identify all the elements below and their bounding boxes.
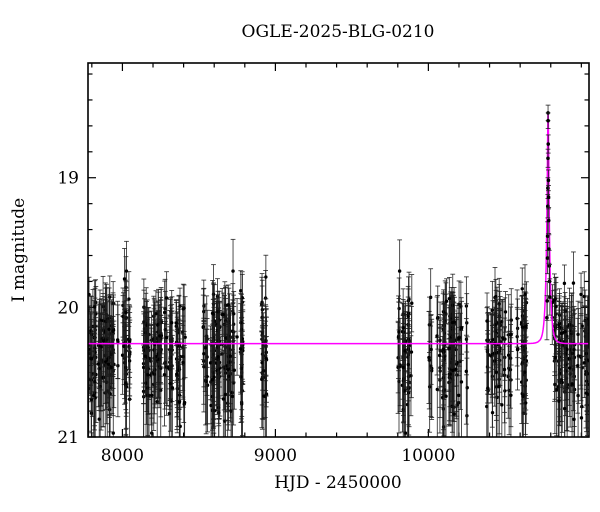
- x-axis-label: HJD - 2450000: [274, 473, 402, 493]
- y-axis-label: I magnitude: [9, 198, 29, 302]
- axis-ticks: [88, 63, 589, 438]
- data-points: [88, 238, 589, 437]
- x-tick-label: 10000: [401, 446, 455, 466]
- y-tick-label: 21: [57, 428, 79, 448]
- x-tick-label: 8000: [101, 446, 144, 466]
- model-curve: [88, 111, 589, 345]
- x-tick-label: 9000: [254, 446, 297, 466]
- y-tick-label: 20: [57, 298, 79, 318]
- plot-title: OGLE-2025-BLG-0210: [242, 22, 435, 42]
- y-tick-label: 19: [57, 169, 79, 189]
- plot-frame: [87, 62, 590, 438]
- peak-data-points: [544, 104, 553, 341]
- tick-labels: 8000 9000 10000 19 20 21: [57, 169, 455, 466]
